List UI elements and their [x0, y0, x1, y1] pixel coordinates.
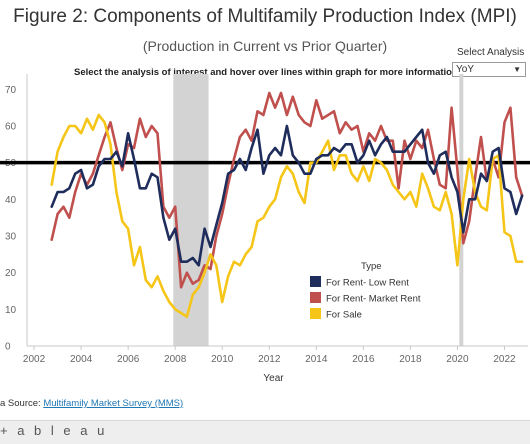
x-tick-label: 2010 [211, 354, 234, 365]
tableau-logo[interactable]: + a b l e a u [0, 423, 108, 438]
y-tick-label: 10 [5, 305, 17, 316]
chart-subtitle: (Production in Current vs Prior Quarter) [142, 38, 388, 54]
legend-label-2: For Sale [326, 310, 362, 321]
legend-label-1: For Rent- Market Rent [326, 294, 421, 305]
y-tick-label: 30 [5, 232, 17, 243]
chart-title: Figure 2: Components of Multifamily Prod… [13, 6, 517, 27]
x-axis-title: Year [263, 373, 284, 384]
x-axis-ticks: 2002 2004 2006 2008 2010 2012 2014 2016 2018 2020… [23, 346, 516, 365]
x-tick-label: 2020 [446, 354, 469, 365]
series-line-0[interactable] [50, 124, 524, 267]
source-note: a Source: Multifamily Market Survey (MMS… [0, 398, 183, 409]
axes-group [26, 74, 528, 347]
x-tick-label: 2006 [117, 354, 140, 365]
legend-label-0: For Rent- Low Rent [326, 278, 409, 289]
analysis-select-value: YoY [456, 64, 474, 75]
mpi-line-chart: 010203040506070 200220042006200820102012… [0, 74, 530, 384]
x-tick-label: 2012 [258, 354, 281, 365]
tableau-toolbar [0, 420, 530, 444]
y-tick-label: 20 [5, 268, 17, 279]
y-axis-ticks: 010203040506070 [5, 85, 17, 353]
legend-swatch-2 [310, 308, 321, 319]
x-tick-label: 2018 [399, 354, 422, 365]
source-prefix: a Source: [0, 398, 44, 409]
y-tick-label: 70 [5, 85, 17, 96]
x-tick-label: 2002 [23, 354, 46, 365]
series-line-2[interactable] [50, 113, 524, 319]
analysis-select[interactable]: YoY ▼ [452, 62, 526, 77]
x-tick-label: 2008 [164, 354, 187, 365]
legend-swatch-1 [310, 292, 321, 303]
y-tick-label: 60 [5, 122, 17, 133]
chevron-down-icon: ▼ [513, 65, 521, 74]
x-tick-label: 2014 [305, 354, 328, 365]
recession-shading [173, 74, 464, 346]
x-tick-label: 2016 [352, 354, 375, 365]
legend-swatch-0 [310, 276, 321, 287]
series-line-1[interactable] [50, 91, 524, 289]
legend: Type For Rent- Low Rent For Rent- Market … [310, 261, 421, 321]
y-tick-label: 40 [5, 195, 17, 206]
instructions-text: Select the analysis of interest and hove… [74, 67, 461, 78]
analysis-filter-label: Select Analysis [457, 47, 525, 58]
legend-title: Type [361, 261, 382, 272]
y-tick-label: 0 [5, 342, 11, 353]
x-tick-label: 2022 [493, 354, 516, 365]
x-tick-label: 2004 [70, 354, 93, 365]
source-link[interactable]: Multifamily Market Survey (MMS) [43, 398, 184, 409]
series-lines [50, 91, 524, 319]
